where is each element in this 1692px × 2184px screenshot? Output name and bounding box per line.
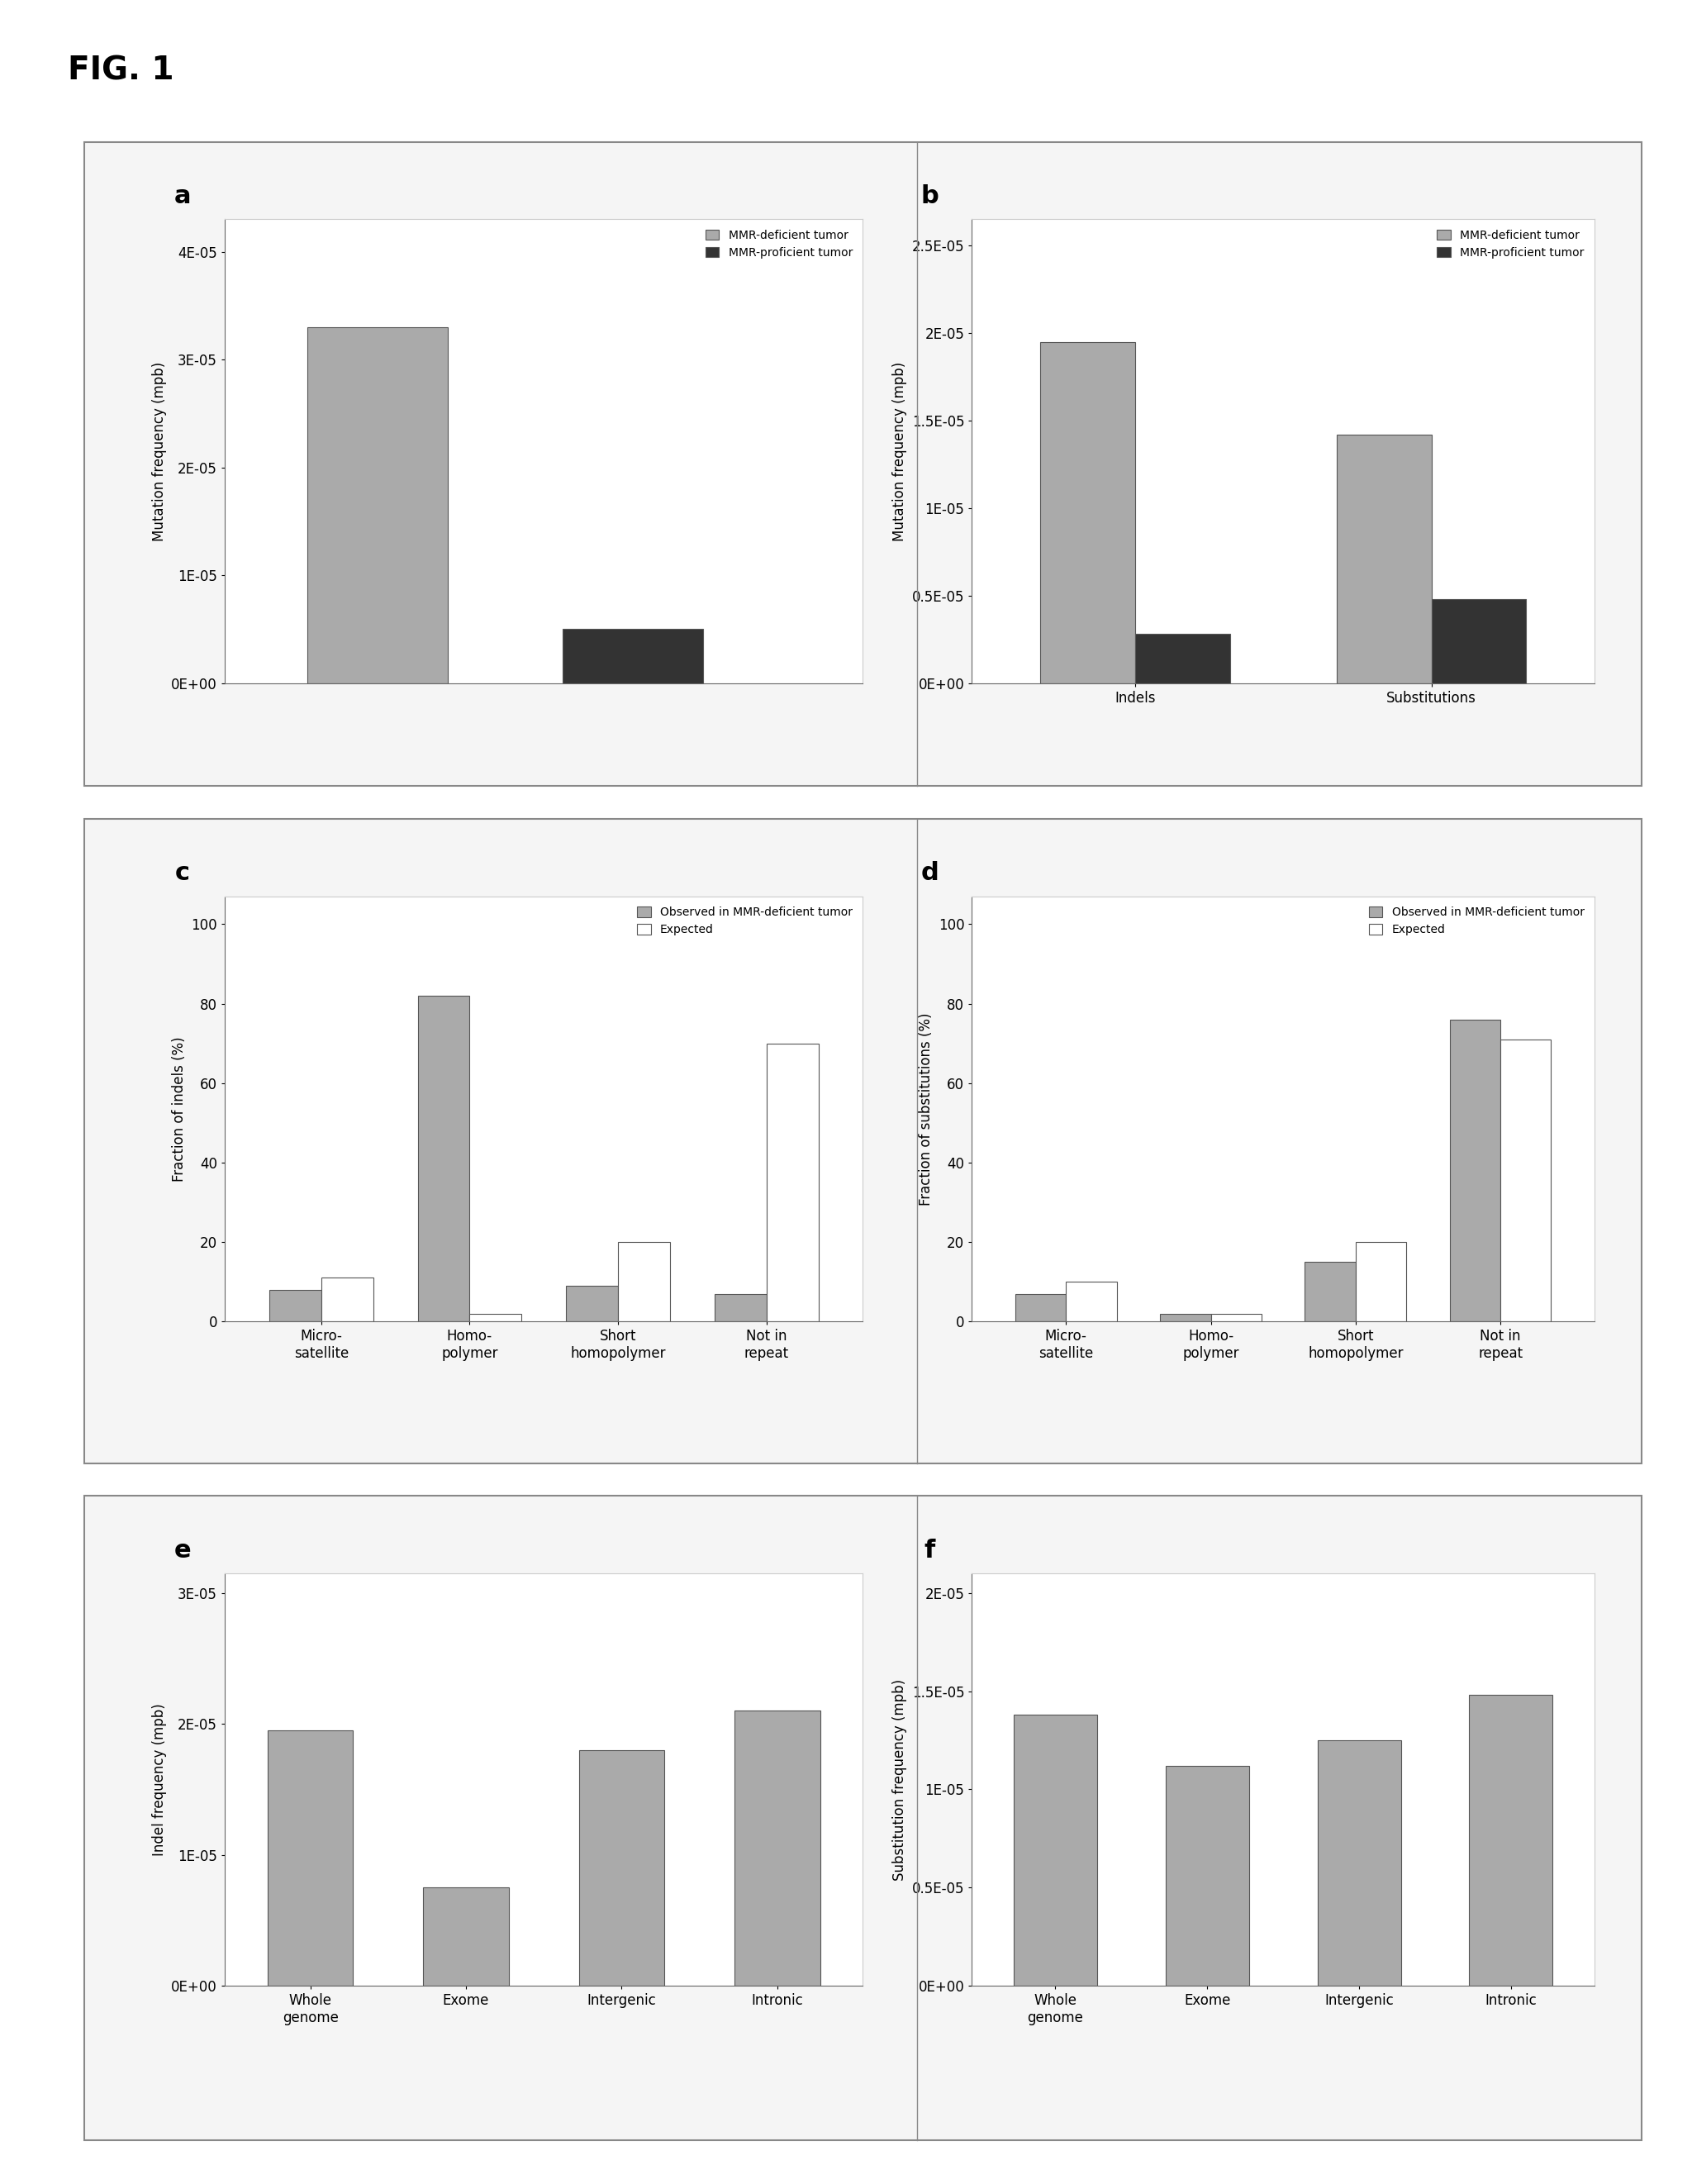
Bar	[423, 1887, 509, 1985]
Text: e: e	[174, 1538, 191, 1562]
Bar	[1014, 1714, 1096, 1985]
Text: f: f	[924, 1538, 936, 1562]
Bar	[1161, 1313, 1211, 1321]
Text: c: c	[174, 860, 190, 885]
Legend: Observed in MMR-deficient tumor, Expected: Observed in MMR-deficient tumor, Expecte…	[1364, 902, 1589, 939]
Bar	[734, 1710, 821, 1985]
Legend: MMR-deficient tumor, MMR-proficient tumor: MMR-deficient tumor, MMR-proficient tumo…	[700, 225, 858, 262]
Bar	[579, 1749, 665, 1985]
Bar	[269, 1291, 321, 1321]
Text: d: d	[920, 860, 939, 885]
Text: b: b	[920, 183, 939, 207]
Bar	[766, 1044, 819, 1321]
Bar	[308, 328, 448, 684]
Bar	[418, 996, 470, 1321]
Bar	[563, 629, 704, 684]
Bar	[1015, 1293, 1066, 1321]
Bar	[470, 1313, 521, 1321]
Bar	[1450, 1020, 1501, 1321]
Bar	[1469, 1695, 1553, 1985]
Bar	[1041, 343, 1135, 684]
Y-axis label: Mutation frequency (mpb): Mutation frequency (mpb)	[152, 363, 166, 542]
Y-axis label: Fraction of indels (%): Fraction of indels (%)	[171, 1037, 186, 1182]
Y-axis label: Fraction of substitutions (%): Fraction of substitutions (%)	[919, 1013, 934, 1206]
Y-axis label: Mutation frequency (mpb): Mutation frequency (mpb)	[892, 363, 907, 542]
Bar	[1066, 1282, 1117, 1321]
Bar	[1501, 1040, 1552, 1321]
Y-axis label: Substitution frequency (mpb): Substitution frequency (mpb)	[892, 1679, 907, 1880]
Bar	[1355, 1243, 1406, 1321]
Bar	[1211, 1313, 1262, 1321]
Bar	[567, 1286, 618, 1321]
Legend: MMR-deficient tumor, MMR-proficient tumor: MMR-deficient tumor, MMR-proficient tumo…	[1433, 225, 1589, 262]
Bar	[1135, 633, 1230, 684]
Bar	[321, 1278, 374, 1321]
Y-axis label: Indel frequency (mpb): Indel frequency (mpb)	[152, 1704, 166, 1856]
Bar	[1166, 1767, 1249, 1985]
Bar	[267, 1730, 354, 1985]
Bar	[618, 1243, 670, 1321]
Bar	[1431, 598, 1526, 684]
Text: a: a	[174, 183, 191, 207]
Bar	[714, 1293, 766, 1321]
Bar	[1337, 435, 1431, 684]
Bar	[1318, 1741, 1401, 1985]
Bar	[1305, 1262, 1355, 1321]
Text: FIG. 1: FIG. 1	[68, 55, 174, 85]
Legend: Observed in MMR-deficient tumor, Expected: Observed in MMR-deficient tumor, Expecte…	[633, 902, 858, 939]
